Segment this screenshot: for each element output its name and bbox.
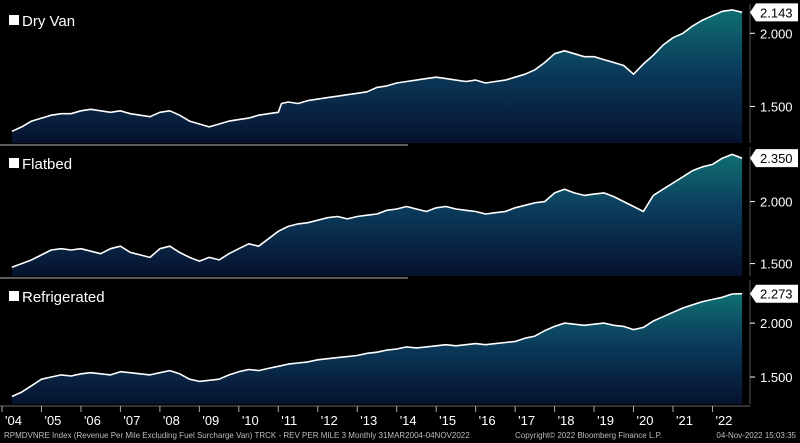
refrigerated-last-value-badge: 2.273 xyxy=(750,284,798,303)
x-tick-label: '11 xyxy=(281,413,297,428)
x-tick-label: '14 xyxy=(400,413,417,428)
x-tick-label: '08 xyxy=(163,413,180,428)
dry-van-line xyxy=(11,9,743,133)
flatbed-area xyxy=(11,154,743,276)
footer-source: RPMDVNRE Index (Revenue Per Mile Excludi… xyxy=(4,431,470,440)
flatbed-y-tick-label: 1.500 xyxy=(760,257,793,272)
x-tick-label: '18 xyxy=(558,413,575,428)
x-tick-label: '15 xyxy=(439,413,456,428)
footer-copyright: Copyright© 2022 Bloomberg Finance L.P. xyxy=(515,431,663,440)
svg-text:Dry Van: Dry Van xyxy=(22,13,75,30)
dry-van-legend: Dry Van xyxy=(4,10,84,32)
svg-text:Flatbed: Flatbed xyxy=(22,156,72,173)
dry-van-y-tick-label: 1.500 xyxy=(760,99,793,114)
x-tick-label: '10 xyxy=(242,413,259,428)
svg-text:Refrigerated: Refrigerated xyxy=(22,289,105,306)
x-tick-label: '06 xyxy=(84,413,101,428)
chart-area: 2.000 1.500 2.143 Dry Van 2.000 1.500 2.350 Fla… xyxy=(0,3,798,428)
x-tick-label: '19 xyxy=(597,413,614,428)
x-tick-label: '22 xyxy=(715,413,732,428)
refrigerated-line xyxy=(11,292,743,398)
x-tick-label: '12 xyxy=(321,413,338,428)
svg-text:2.350: 2.350 xyxy=(760,151,793,166)
flatbed-line xyxy=(11,153,743,269)
x-tick-label: '07 xyxy=(123,413,140,428)
x-tick-label: '04 xyxy=(5,413,22,428)
refrigerated-y-tick-label: 2.000 xyxy=(760,316,793,331)
refrigerated-legend: Refrigerated xyxy=(4,286,113,308)
flatbed-legend: Flatbed xyxy=(4,153,81,175)
x-tick-label: '05 xyxy=(44,413,61,428)
svg-text:2.143: 2.143 xyxy=(760,5,793,20)
x-tick-label: '17 xyxy=(518,413,535,428)
flatbed-last-value-badge: 2.350 xyxy=(750,149,798,168)
svg-text:2.273: 2.273 xyxy=(760,287,793,302)
x-tick-label: '09 xyxy=(202,413,219,428)
refrigerated-y-tick-label: 1.500 xyxy=(760,370,793,385)
x-tick-label: '21 xyxy=(676,413,693,428)
footer-timestamp: 04-Nov-2022 15:03:35 xyxy=(716,431,796,440)
x-tick-label: '20 xyxy=(637,413,654,428)
dry-van-last-value-badge: 2.143 xyxy=(750,3,798,22)
x-tick-label: '16 xyxy=(479,413,496,428)
dry-van-area xyxy=(11,9,743,144)
dry-van-y-tick-label: 2.000 xyxy=(760,26,793,41)
x-tick-label: '13 xyxy=(360,413,377,428)
flatbed-y-tick-label: 2.000 xyxy=(760,195,793,210)
refrigerated-area xyxy=(11,293,743,404)
